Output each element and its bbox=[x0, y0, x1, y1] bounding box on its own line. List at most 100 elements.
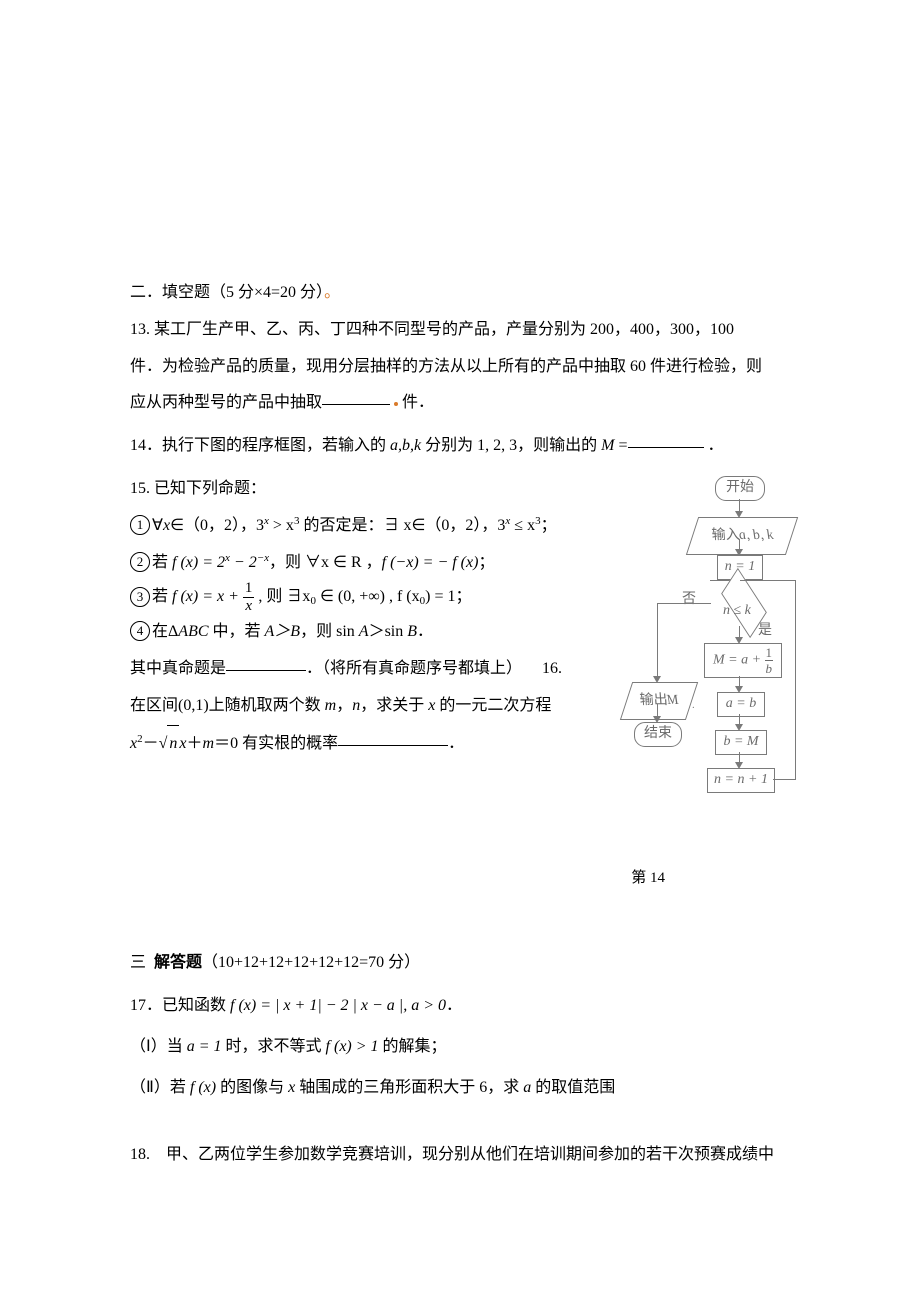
t: f (x) > 1 bbox=[326, 1038, 379, 1055]
t: 18. 甲、乙两位学生参加数学竞赛培训，现分别从他们在培训期间参加的若干次预赛成… bbox=[130, 1146, 774, 1163]
flowchart: 开始 输入a, b, k n = 1 n ≤ k 否 是 bbox=[610, 471, 800, 826]
q13-line3: 应从丙种型号的产品中抽取 件． bbox=[130, 385, 800, 422]
t: 的解集； bbox=[379, 1038, 447, 1055]
t: f (−x) = − f (x) bbox=[382, 554, 479, 571]
q14-mid: 分别为 1, 2, 3，则输出的 bbox=[421, 437, 601, 454]
fc-ab: a = b bbox=[717, 692, 765, 717]
q14-pre: 14．执行下图的程序框图，若输入的 bbox=[130, 437, 390, 454]
q14-post: = bbox=[614, 437, 627, 454]
q13-line1: 13. 某工厂生产甲、乙、丙、丁四种不同型号的产品，产量分别为 200，400，… bbox=[130, 312, 800, 349]
t: x bbox=[163, 517, 170, 534]
t: f (x) = | x + 1| − 2 | x − a |, a > 0 bbox=[230, 997, 446, 1014]
t: 17．已知函数 bbox=[130, 997, 230, 1014]
t: 结束 bbox=[644, 726, 672, 741]
t: A bbox=[359, 623, 369, 640]
blank-fill bbox=[322, 388, 390, 405]
t: ． bbox=[417, 623, 433, 640]
t: a = b bbox=[726, 696, 756, 711]
t: 输出M bbox=[634, 685, 684, 717]
t: 其中真命题是 bbox=[130, 660, 226, 677]
t: − 2 bbox=[230, 554, 257, 571]
t: a = 1 bbox=[187, 1038, 222, 1055]
t: 若 bbox=[152, 554, 172, 571]
q15-p3: 3若 f (x) = x + 1x , 则 ∃x0 ∈ (0, +∞) , f … bbox=[130, 581, 600, 614]
q13-line3-post: 件． bbox=[402, 394, 434, 411]
t: 轴围成的三角形面积大于 6，求 bbox=[295, 1079, 523, 1096]
t: ∈（0，2），3 bbox=[170, 517, 264, 534]
t: ＞sin bbox=[369, 623, 408, 640]
t: f (x) = x + bbox=[172, 589, 239, 606]
blank-fill bbox=[226, 654, 306, 671]
q15-p1: 1∀x∈（0，2），3x > x3 的否定是：∃ x∈（0，2），3x ≤ x3… bbox=[130, 508, 600, 545]
t: m bbox=[325, 697, 337, 714]
t: , 则 ∃x bbox=[258, 589, 310, 606]
circled-4-icon: 4 bbox=[130, 621, 150, 641]
q15-title: 15. 已知下列命题： bbox=[130, 471, 600, 508]
t: 在Δ bbox=[152, 623, 178, 640]
t: 时，求不等式 bbox=[222, 1038, 326, 1055]
t: m bbox=[203, 735, 215, 752]
t: － bbox=[143, 735, 159, 752]
fc-cond: n ≤ k bbox=[723, 595, 751, 627]
t: ＋ bbox=[187, 735, 203, 752]
t: 的图像与 bbox=[216, 1079, 288, 1096]
section2-heading-text: 二．填空题（5 分×4=20 分） bbox=[130, 284, 324, 301]
t: b = M bbox=[723, 734, 758, 749]
question-17: 17．已知函数 f (x) = | x + 1| − 2 | x − a |, … bbox=[130, 988, 800, 1106]
q14-vars: a,b,k bbox=[390, 437, 421, 454]
t: ； bbox=[541, 517, 557, 534]
question-14: 14．执行下图的程序框图，若输入的 a,b,k 分别为 1, 2, 3，则输出的… bbox=[130, 428, 800, 465]
t: 的一元二次方程 bbox=[435, 697, 551, 714]
t: ，则 sin bbox=[300, 623, 359, 640]
question-13: 13. 某工厂生产甲、乙、丙、丁四种不同型号的产品，产量分别为 200，400，… bbox=[130, 312, 800, 422]
t: 中，若 bbox=[209, 623, 265, 640]
q13-line3-pre: 应从丙种型号的产品中抽取 bbox=[130, 394, 322, 411]
t: 的否定是：∃ x∈（0，2），3 bbox=[299, 517, 505, 534]
t: ＝0 有实根的概率 bbox=[214, 735, 338, 752]
fc-start: 开始 bbox=[715, 476, 765, 501]
section3-heading: 三 解答题（10+12+12+12+12+12=70 分） bbox=[130, 945, 800, 982]
t: ) = 1 bbox=[425, 589, 455, 606]
fc-caption: 第 14 bbox=[130, 861, 800, 896]
t: ∀ bbox=[152, 517, 163, 534]
sqrt-icon: √n bbox=[159, 725, 180, 763]
t: ，求关于 bbox=[360, 697, 428, 714]
t: B bbox=[407, 623, 417, 640]
t: ； bbox=[455, 589, 471, 606]
q16-line1: 在区间(0,1)上随机取两个数 m，n，求关于 x 的一元二次方程 bbox=[130, 688, 600, 725]
question-18: 18. 甲、乙两位学生参加数学竞赛培训，现分别从他们在培训期间参加的若干次预赛成… bbox=[130, 1137, 800, 1174]
t: ； bbox=[478, 554, 494, 571]
t: ∈ (0, +∞) , f (x bbox=[316, 589, 420, 606]
t: ． bbox=[446, 997, 462, 1014]
circled-1-icon: 1 bbox=[130, 515, 150, 535]
t: f (x) = 2 bbox=[172, 554, 225, 571]
fc-bM: b = M bbox=[715, 730, 767, 755]
t: ≤ x bbox=[510, 517, 535, 534]
fc-end: 结束 bbox=[634, 722, 682, 747]
t: n bbox=[169, 735, 177, 752]
circled-3-icon: 3 bbox=[130, 587, 150, 607]
circled-2-icon: 2 bbox=[130, 552, 150, 572]
q15-q16-block: 15. 已知下列命题： 1∀x∈（0，2），3x > x3 的否定是：∃ x∈（… bbox=[130, 471, 600, 763]
t: 输入a, b, k bbox=[706, 520, 779, 552]
t: ABC bbox=[178, 623, 208, 640]
q14-mvar: M bbox=[601, 437, 614, 454]
t: A＞B bbox=[265, 623, 301, 640]
t: M = a + bbox=[713, 653, 761, 668]
q15-p2: 2若 f (x) = 2x − 2−x，则 ∀x ∈ R ，f (−x) = −… bbox=[130, 545, 600, 582]
t: > x bbox=[269, 517, 294, 534]
t: 开始 bbox=[726, 480, 754, 495]
t: f (x) bbox=[190, 1079, 216, 1096]
blank-fill bbox=[628, 431, 704, 448]
t: 的取值范围 bbox=[531, 1079, 615, 1096]
orange-dot-icon bbox=[394, 402, 398, 406]
t: n = n + 1 bbox=[714, 772, 768, 787]
q16-label: 16. bbox=[542, 660, 562, 677]
t: ． bbox=[448, 735, 464, 752]
t: 若 bbox=[152, 589, 172, 606]
section2-heading: 二．填空题（5 分×4=20 分）。 bbox=[130, 275, 800, 312]
fc-nplus: n = n + 1 bbox=[707, 768, 775, 793]
t: x bbox=[179, 735, 186, 752]
t: ， bbox=[336, 697, 352, 714]
t: ．（将所有真命题序号都填上） bbox=[306, 660, 522, 677]
